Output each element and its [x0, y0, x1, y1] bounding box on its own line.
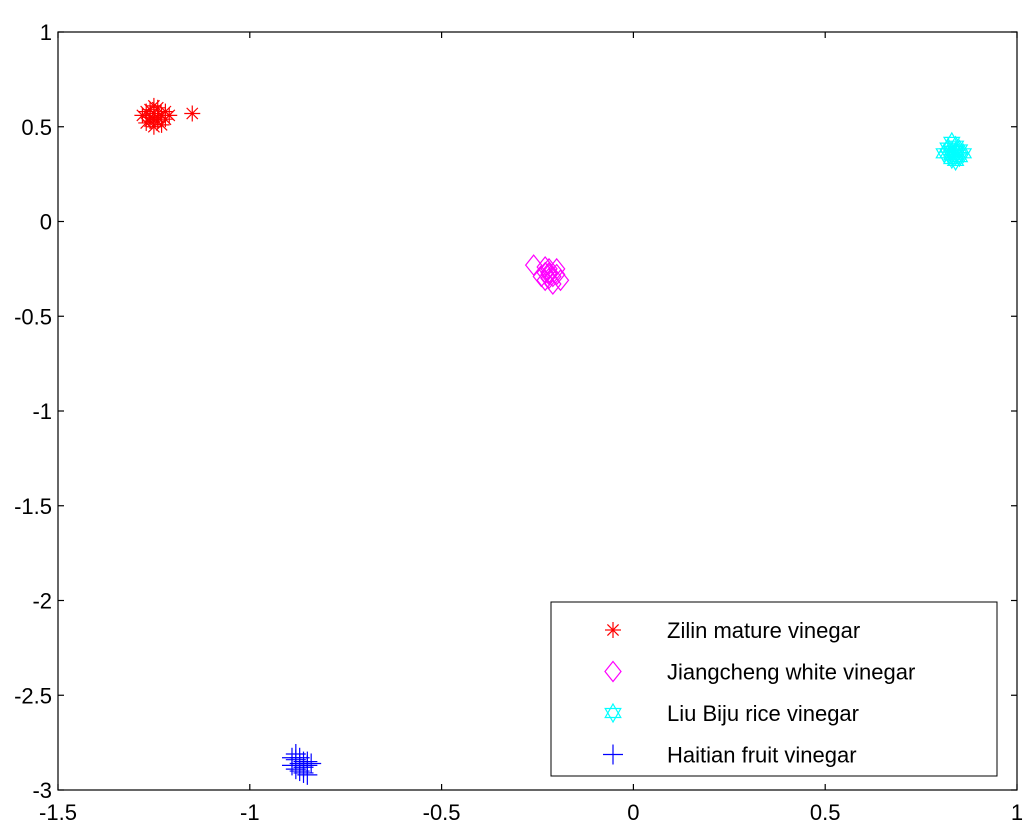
- x-tick-label: 1: [1011, 800, 1023, 825]
- plot-frame: [57, 31, 1018, 791]
- y-tick-label: -2: [32, 589, 52, 614]
- data-point: [942, 145, 961, 166]
- data-point: [946, 141, 965, 162]
- series-3: [281, 743, 322, 785]
- legend-marker: [605, 622, 621, 638]
- legend-marker: [604, 660, 622, 683]
- x-tick-label: -0.5: [423, 800, 461, 825]
- y-tick-label: -1.5: [14, 494, 52, 519]
- data-point: [281, 747, 302, 768]
- x-tick-label: 0.5: [810, 800, 841, 825]
- data-point: [297, 751, 318, 772]
- legend-marker: [603, 744, 623, 765]
- legend-label: Haitian fruit vinegar: [667, 743, 857, 768]
- data-point: [524, 254, 543, 277]
- data-point: [285, 759, 306, 780]
- data-point: [145, 97, 162, 114]
- data-point: [157, 103, 174, 120]
- series-0: [134, 97, 201, 135]
- series-1: [524, 254, 570, 295]
- y-tick-label: -0.5: [14, 304, 52, 329]
- y-tick-label: 0: [40, 210, 52, 235]
- data-point: [540, 263, 558, 286]
- y-tick-label: 1: [40, 20, 52, 45]
- y-tick-label: 0.5: [21, 115, 52, 140]
- tick-labels: -1.5 -1 -0.5 0 0.5 1 -3 -2.5 -2 -1.5 -1 -0.5 0 0.5 1: [14, 20, 1023, 825]
- legend-marker: [604, 702, 622, 724]
- data-point: [184, 105, 201, 122]
- x-tick-label: -1.5: [39, 800, 77, 825]
- legend-label: Jiangcheng white vinegar: [667, 660, 915, 685]
- data-point: [301, 753, 322, 774]
- legend-label: Liu Biju rice vinegar: [667, 701, 859, 726]
- series-2: [935, 131, 973, 172]
- y-tick-label: -1: [32, 399, 52, 424]
- y-tick-label: -3: [32, 778, 52, 803]
- data-point: [142, 113, 159, 130]
- data-point: [293, 762, 314, 783]
- legend: Zilin mature vinegar Jiangcheng white vin…: [550, 601, 998, 777]
- x-tick-label: 0: [627, 800, 639, 825]
- x-tick-label: -1: [240, 800, 260, 825]
- legend-box: [550, 601, 998, 777]
- data-marks: [134, 97, 973, 785]
- legend-label: Zilin mature vinegar: [667, 618, 860, 643]
- y-tick-label: -2.5: [14, 683, 52, 708]
